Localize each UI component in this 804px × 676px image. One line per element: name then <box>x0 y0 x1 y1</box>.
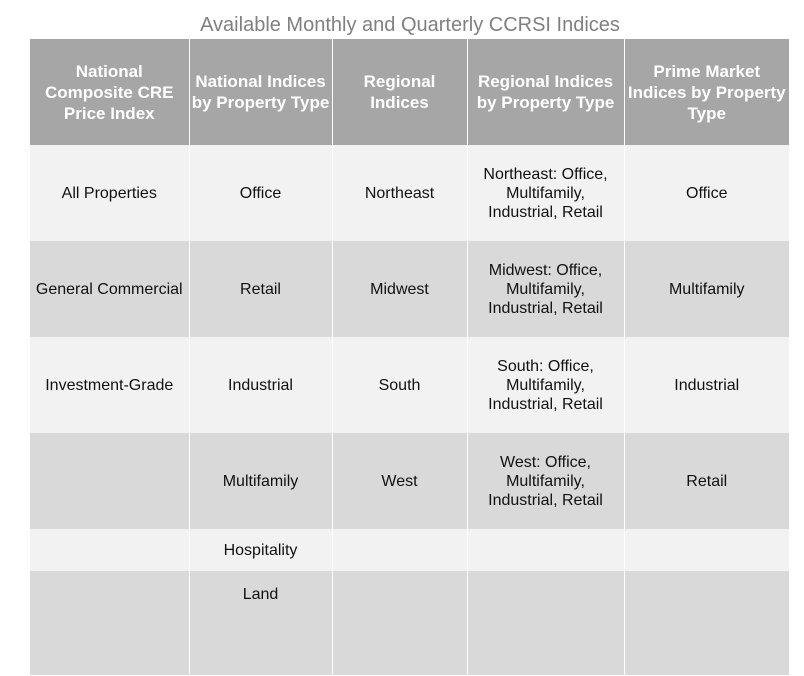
table-cell: Multifamily <box>623 241 789 337</box>
table-cell: Office <box>623 145 789 241</box>
header-row: National Composite CRE Price Index Natio… <box>30 39 789 145</box>
header-prime-market-by-type: Prime Market Indices by Property Type <box>623 39 789 145</box>
table-cell: Retail <box>623 433 789 529</box>
table-cell: Midwest <box>331 241 468 337</box>
table-cell: Northeast <box>331 145 468 241</box>
table-cell: Northeast: Office, Multifamily, Industri… <box>466 145 625 241</box>
table-row: Hospitality <box>30 529 789 571</box>
table-cell: South <box>331 337 468 433</box>
table-cell: South: Office, Multifamily, Industrial, … <box>466 337 625 433</box>
table-cell: West <box>331 433 468 529</box>
table-cell <box>30 433 190 529</box>
table-cell: Investment-Grade <box>30 337 190 433</box>
table-row: Multifamily West West: Office, Multifami… <box>30 433 789 529</box>
table-cell <box>331 571 468 675</box>
indices-table: National Composite CRE Price Index Natio… <box>30 39 789 675</box>
table-row: Investment-Grade Industrial South South:… <box>30 337 789 433</box>
table-cell: Retail <box>188 241 333 337</box>
table-cell: Office <box>188 145 333 241</box>
table-cell <box>623 529 789 571</box>
table-cell: Multifamily <box>188 433 333 529</box>
table-cell: Industrial <box>188 337 333 433</box>
table-cell: Midwest: Office, Multifamily, Industrial… <box>466 241 625 337</box>
header-regional: Regional Indices <box>331 39 468 145</box>
header-national-by-type: National Indices by Property Type <box>188 39 333 145</box>
header-regional-by-type: Regional Indices by Property Type <box>466 39 625 145</box>
table-row: General Commercial Retail Midwest Midwes… <box>30 241 789 337</box>
table-row: Land <box>30 571 789 675</box>
table-row: All Properties Office Northeast Northeas… <box>30 145 789 241</box>
table-cell: Land <box>188 571 333 675</box>
table-cell <box>623 571 789 675</box>
table-cell: Industrial <box>623 337 789 433</box>
table-cell <box>466 571 625 675</box>
table-cell <box>30 529 190 571</box>
table-cell: West: Office, Multifamily, Industrial, R… <box>466 433 625 529</box>
table-cell <box>466 529 625 571</box>
table-cell <box>331 529 468 571</box>
table-cell: General Commercial <box>30 241 190 337</box>
table-cell <box>30 571 190 675</box>
table-title: Available Monthly and Quarterly CCRSI In… <box>200 14 620 36</box>
header-national-composite: National Composite CRE Price Index <box>30 39 190 145</box>
table-cell: Hospitality <box>188 529 333 571</box>
table-cell: All Properties <box>30 145 190 241</box>
